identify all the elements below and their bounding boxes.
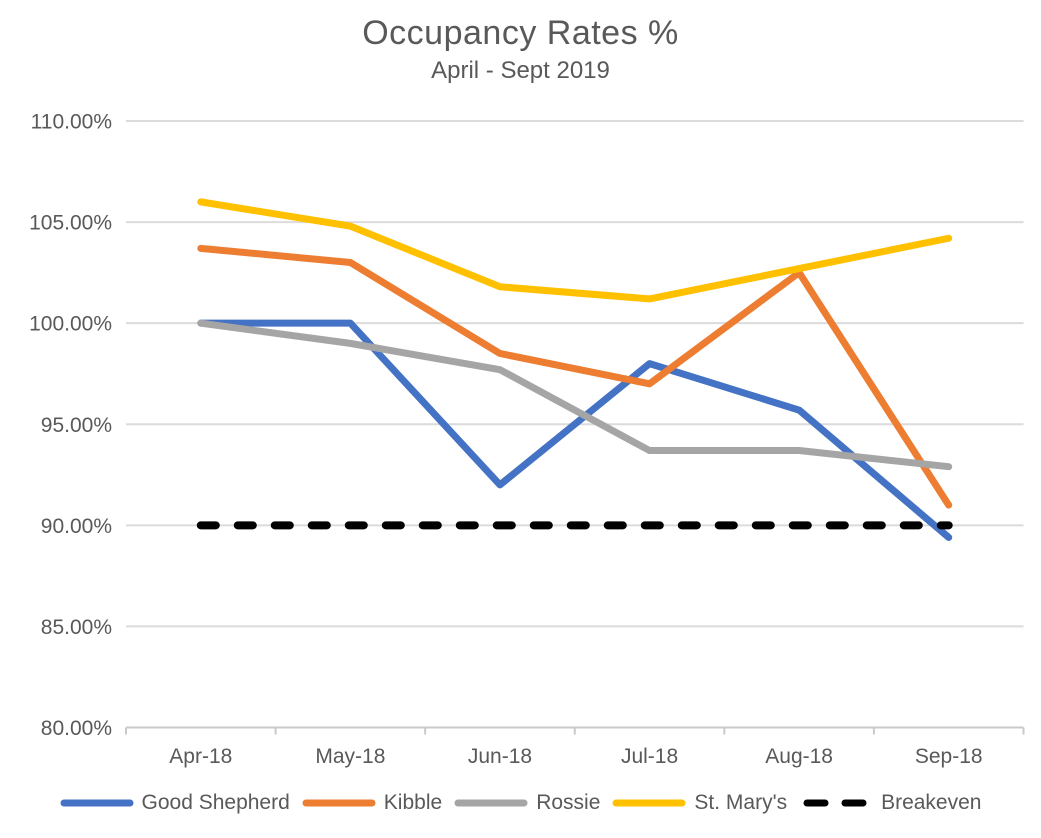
y-axis-label: 110.00% [31, 111, 112, 134]
legend-item-rossie: Rossie [454, 791, 600, 815]
y-axis-label: 80.00% [41, 717, 112, 740]
legend-label: Breakeven [881, 791, 982, 814]
series-line-good-shepherd [197, 319, 953, 541]
chart-legend: Good Shepherd Kibble Rossie St. Mary's Break… [0, 791, 1041, 815]
x-axis-label: Jul-18 [621, 745, 678, 768]
legend-label: St. Mary's [694, 791, 788, 814]
x-axis-label: Apr-18 [169, 745, 232, 768]
x-axis-label: Sep-18 [915, 745, 983, 768]
y-axis-label: 95.00% [41, 414, 112, 437]
series-line-st-mary-s [197, 198, 953, 303]
line-chart-plot-area: 110.00% 105.00% 100.00% 95.00% 90.00% 85.00% 8… [29, 111, 1025, 768]
legend-item-good-shepherd: Good Shepherd [60, 791, 290, 815]
chart-title: Occupancy Rates % [362, 14, 679, 52]
x-axis-label: Aug-18 [765, 745, 833, 768]
y-axis-label: 90.00% [41, 515, 112, 538]
legend-swatch-breakeven [803, 799, 867, 807]
x-axis-label: Jun-18 [468, 745, 532, 768]
legend-item-breakeven: Breakeven [799, 791, 981, 815]
legend-swatch-good-shepherd [60, 799, 133, 807]
y-axis-label: 105.00% [29, 212, 112, 235]
legend-label: Good Shepherd [141, 791, 290, 814]
y-axis-label: 100.00% [29, 313, 112, 336]
series-line-rossie [197, 319, 953, 471]
chart-subtitle: April - Sept 2019 [431, 57, 610, 84]
legend-item-kibble: Kibble [302, 791, 442, 815]
legend-label: Rossie [536, 791, 601, 814]
series-line-kibble [197, 244, 953, 509]
y-axis-label: 85.00% [41, 616, 112, 639]
legend-swatch-rossie [454, 799, 528, 807]
legend-label: Kibble [383, 791, 443, 814]
x-axis-label: May-18 [315, 745, 385, 768]
legend-swatch-kibble [302, 799, 376, 807]
legend-item-st-mary-s: St. Mary's [612, 791, 787, 815]
legend-swatch-st-mary-s [612, 799, 686, 807]
